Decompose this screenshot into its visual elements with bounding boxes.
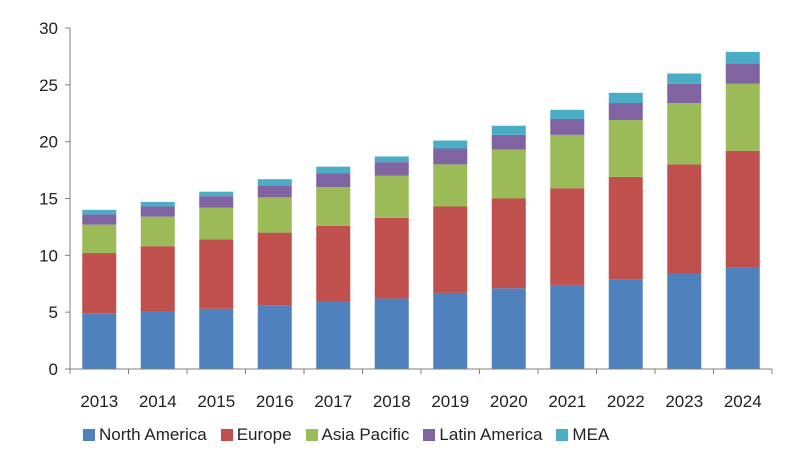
x-tick-label-2021: 2021: [548, 392, 586, 411]
bar-segment-mea-2023: [667, 73, 702, 84]
bar-segment-mea-2013: [82, 209, 117, 215]
bars-layer: [82, 51, 760, 369]
bar-segment-europe-2019: [433, 206, 468, 293]
x-tick-label-2019: 2019: [431, 392, 469, 411]
bar-segment-asia-pacific-2016: [257, 197, 292, 233]
legend-item-latin-america: Latin America: [423, 425, 542, 445]
bar-segment-asia-pacific-2014: [140, 216, 175, 247]
legend-swatch: [423, 429, 436, 441]
stacked-bar-chart: 0 5 10 15 20 25 30 2013 2014 2015 2016 2017 2018 2019…: [39, 19, 773, 411]
legend-swatch: [220, 429, 233, 441]
bar-segment-europe-2017: [316, 225, 351, 302]
x-tick-label-2018: 2018: [373, 392, 411, 411]
bar-segment-asia-pacific-2013: [82, 224, 117, 254]
legend: North America Europe Asia Pacific Latin Ame…: [83, 425, 609, 445]
bar-segment-north-america-2021: [550, 284, 585, 369]
bar-segment-latin-america-2013: [82, 214, 117, 225]
bar-segment-mea-2018: [374, 156, 409, 163]
y-tick-label: 30: [39, 19, 58, 38]
bar-segment-mea-2019: [433, 140, 468, 149]
bar-segment-latin-america-2014: [140, 206, 175, 217]
bar-segment-asia-pacific-2015: [199, 207, 234, 240]
legend-swatch: [83, 429, 95, 441]
bar-segment-latin-america-2016: [257, 185, 292, 198]
x-tick-label-2020: 2020: [490, 392, 528, 411]
bar-segment-europe-2023: [667, 164, 702, 274]
bar-segment-north-america-2024: [725, 267, 760, 369]
bar-segment-mea-2017: [316, 166, 351, 174]
bar-segment-mea-2015: [199, 191, 234, 197]
bar-segment-europe-2013: [82, 253, 117, 314]
bar-segment-asia-pacific-2017: [316, 187, 351, 226]
bar-segment-europe-2021: [550, 188, 585, 285]
legend-item-europe: Europe: [220, 425, 292, 445]
legend-item-mea: MEA: [556, 425, 609, 445]
bar-segment-latin-america-2024: [725, 63, 760, 84]
bar-segment-latin-america-2018: [374, 162, 409, 176]
legend-label: Asia Pacific: [321, 425, 410, 444]
x-tick-label-2014: 2014: [139, 392, 177, 411]
bar-segment-mea-2024: [725, 51, 760, 64]
legend-label: MEA: [572, 425, 610, 444]
bar-segment-north-america-2013: [82, 313, 117, 369]
x-tick-label-2015: 2015: [197, 392, 235, 411]
bar-segment-north-america-2015: [199, 308, 234, 369]
bar-segment-europe-2014: [140, 246, 175, 312]
bar-segment-latin-america-2015: [199, 196, 234, 208]
bar-segment-latin-america-2017: [316, 173, 351, 188]
bar-segment-asia-pacific-2018: [374, 175, 409, 218]
bar-segment-latin-america-2019: [433, 148, 468, 165]
bar-segment-asia-pacific-2022: [608, 120, 643, 177]
bar-segment-mea-2020: [491, 125, 526, 135]
bar-segment-europe-2018: [374, 217, 409, 299]
bar-segment-asia-pacific-2024: [725, 83, 760, 151]
y-tick-label: 10: [39, 246, 58, 265]
bar-segment-mea-2021: [550, 109, 585, 119]
bar-segment-north-america-2019: [433, 292, 468, 369]
bar-segment-north-america-2020: [491, 288, 526, 369]
bar-segment-europe-2015: [199, 239, 234, 309]
x-tick-label-2024: 2024: [724, 392, 762, 411]
bar-segment-europe-2020: [491, 198, 526, 289]
bar-segment-north-america-2022: [608, 279, 643, 369]
bar-segment-latin-america-2022: [608, 103, 643, 121]
x-tick-label-2023: 2023: [665, 392, 703, 411]
y-tick-label: 20: [39, 133, 58, 152]
bar-segment-europe-2022: [608, 176, 643, 280]
x-tick-label-2022: 2022: [607, 392, 645, 411]
legend-label: North America: [99, 425, 207, 444]
legend-swatch: [305, 429, 318, 441]
bar-segment-north-america-2014: [140, 311, 175, 369]
bar-segment-north-america-2023: [667, 273, 702, 369]
y-tick-label: 15: [39, 190, 58, 209]
bar-segment-asia-pacific-2023: [667, 103, 702, 165]
y-tick-label: 0: [49, 360, 58, 379]
bar-segment-mea-2014: [140, 201, 175, 207]
bar-segment-north-america-2018: [374, 298, 409, 369]
legend-label: Latin America: [439, 425, 543, 444]
bar-segment-latin-america-2023: [667, 83, 702, 104]
bar-segment-mea-2016: [257, 179, 292, 186]
y-tick-label: 25: [39, 76, 58, 95]
x-tick-label-2017: 2017: [314, 392, 352, 411]
bar-segment-europe-2016: [257, 232, 292, 306]
x-tick-label-2016: 2016: [256, 392, 294, 411]
bar-segment-europe-2024: [725, 150, 760, 268]
x-tick-label-2013: 2013: [80, 392, 118, 411]
bar-segment-north-america-2017: [316, 301, 351, 369]
bar-segment-asia-pacific-2020: [491, 149, 526, 199]
legend-swatch: [556, 429, 569, 441]
legend-item-north-america: North America: [83, 425, 207, 445]
bar-segment-asia-pacific-2021: [550, 134, 585, 189]
legend-item-asia-pacific: Asia Pacific: [305, 425, 410, 445]
bar-segment-asia-pacific-2019: [433, 164, 468, 207]
y-tick-label: 5: [49, 303, 58, 322]
bar-segment-latin-america-2021: [550, 118, 585, 135]
bar-segment-latin-america-2020: [491, 134, 526, 150]
legend-label: Europe: [236, 425, 292, 444]
bar-segment-north-america-2016: [257, 305, 292, 369]
bar-segment-mea-2022: [608, 92, 643, 104]
axes-layer: 0 5 10 15 20 25 30 2013 2014 2015 2016 2017 2018 2019…: [39, 19, 773, 411]
